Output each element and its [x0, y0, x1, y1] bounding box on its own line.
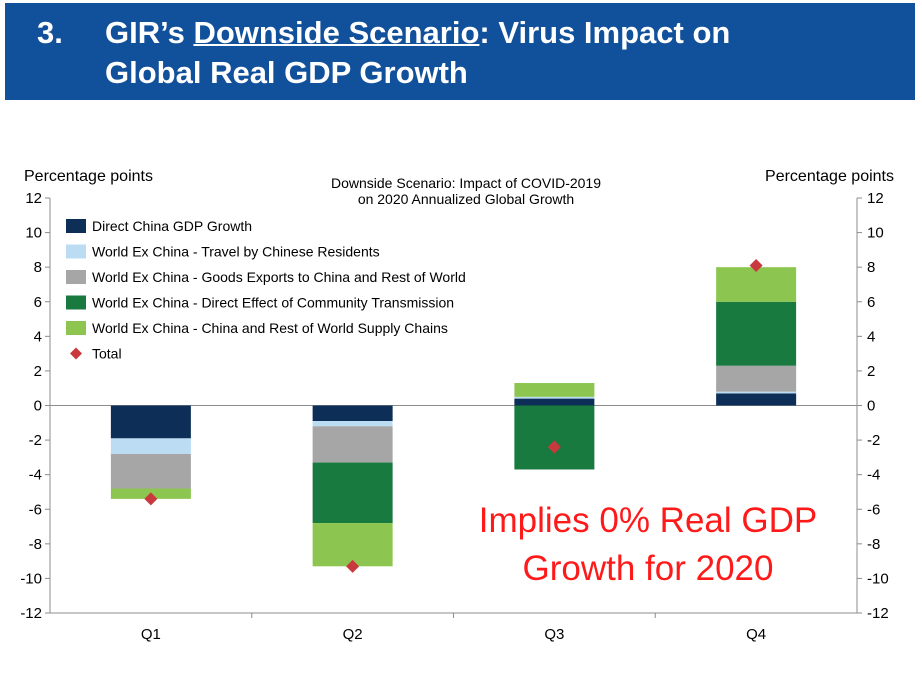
y-tick-label-left: 2	[34, 363, 42, 380]
banner-title-line-1: 3. GIR’s Downside Scenario: Virus Impact …	[37, 13, 915, 53]
annotation-line-2: Growth for 2020	[523, 549, 774, 588]
bar-segment	[312, 421, 393, 427]
bar-segment	[514, 398, 595, 406]
total-marker	[547, 440, 561, 454]
total-markers-layer	[144, 258, 763, 573]
y-tick-label-right: -4	[867, 467, 880, 484]
y-tick-label-right: 2	[867, 363, 875, 380]
y-tick-label-right: 4	[867, 328, 875, 345]
title-underlined: Downside Scenario	[193, 15, 480, 50]
y-axis-label-right: Percentage points	[765, 168, 894, 185]
title-banner: 3. GIR’s Downside Scenario: Virus Impact …	[5, 3, 915, 100]
y-tick-label-right: 6	[867, 294, 875, 311]
legend-label: Direct China GDP Growth	[92, 218, 252, 234]
x-tick-label: Q1	[141, 626, 161, 643]
y-tick-label-right: -6	[867, 501, 880, 518]
chart-title-line-1: Downside Scenario: Impact of COVID-2019	[331, 175, 601, 191]
legend-swatch-total	[70, 347, 82, 360]
bar-segment	[514, 405, 595, 470]
bar-segment	[312, 405, 393, 422]
legend-swatch	[66, 295, 86, 310]
y-tick-label-right: 8	[867, 259, 875, 276]
y-tick-label-left: -2	[29, 432, 42, 449]
legend-label: World Ex China - China and Rest of World…	[92, 320, 448, 336]
x-tick-label: Q2	[343, 626, 363, 643]
bar-segment	[716, 393, 797, 406]
y-tick-label-left: -12	[20, 605, 42, 622]
y-tick-label-right: -8	[867, 536, 880, 553]
legend: Direct China GDP Growth World Ex China - …	[66, 218, 466, 362]
chart-title-line-2: on 2020 Annualized Global Growth	[358, 191, 574, 207]
y-tick-label-right: -12	[867, 605, 889, 622]
y-tick-label-left: 6	[34, 294, 42, 311]
bar-segment	[716, 365, 797, 392]
y-tick-label-right: 10	[867, 225, 884, 242]
bar-segment	[110, 405, 191, 439]
bar-segment	[110, 453, 191, 489]
total-marker	[144, 492, 158, 506]
x-tick-label: Q4	[746, 626, 766, 643]
bar-segment	[716, 391, 797, 394]
bar-segment	[312, 426, 393, 463]
legend-label: World Ex China - Travel by Chinese Resid…	[92, 244, 380, 260]
bar-segment	[716, 267, 797, 302]
x-tick-label: Q3	[544, 626, 564, 643]
legend-swatch	[66, 270, 86, 284]
bars-layer	[110, 267, 797, 567]
bar-segment	[514, 383, 595, 397]
y-tick-label-left: -8	[29, 536, 42, 553]
banner-title-line-2: Global Real GDP Growth	[105, 55, 468, 90]
stacked-bar-chart: 12 12 10 10 8 8 6 6 4 4 2 2 0 0 -2 -2 -4 -4 -6 -6 -8 -8 -10 -10…	[20, 168, 894, 643]
total-marker	[346, 559, 360, 573]
legend-label: Total	[92, 346, 122, 362]
bar-segment	[312, 523, 393, 567]
y-tick-label-left: -4	[29, 467, 42, 484]
y-tick-label-left: -6	[29, 501, 42, 518]
title-suffix: : Virus Impact on	[479, 15, 731, 50]
title-prefix: GIR’s	[105, 15, 194, 50]
bar-segment	[110, 438, 191, 454]
y-tick-label-left: 4	[34, 328, 42, 345]
y-tick-label-right: 12	[867, 190, 884, 207]
y-tick-label-right: -10	[867, 570, 889, 587]
y-tick-label-left: 8	[34, 259, 42, 276]
bar-segment	[514, 396, 595, 399]
axes-layer: 12 12 10 10 8 8 6 6 4 4 2 2 0 0 -2 -2 -4 -4 -6 -6 -8 -8 -10 -10…	[20, 190, 888, 643]
y-axis-label-left: Percentage points	[24, 168, 153, 185]
legend-swatch	[66, 321, 86, 335]
section-number: 3.	[37, 15, 63, 50]
legend-label: World Ex China - Goods Exports to China …	[92, 269, 466, 285]
legend-label: World Ex China - Direct Effect of Commun…	[92, 295, 454, 311]
annotation-line-1: Implies 0% Real GDP	[479, 501, 817, 540]
total-marker	[749, 258, 763, 272]
bar-segment	[716, 301, 797, 366]
bar-segment	[312, 462, 393, 524]
y-tick-label-right: -2	[867, 432, 880, 449]
y-tick-label-left: 0	[34, 398, 42, 415]
y-tick-label-left: 12	[25, 190, 42, 207]
y-tick-label-left: -10	[20, 570, 42, 587]
y-tick-label-left: 10	[25, 225, 42, 242]
y-tick-label-right: 0	[867, 398, 875, 415]
legend-swatch	[66, 219, 86, 233]
legend-swatch	[66, 244, 86, 259]
